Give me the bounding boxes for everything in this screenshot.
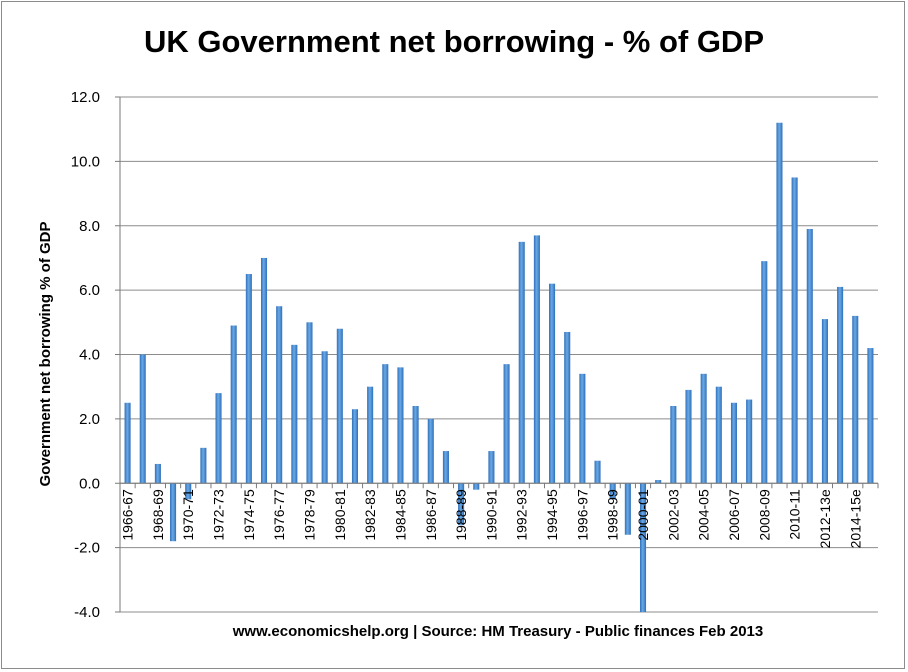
bar-1977-78 [291, 344, 298, 484]
bar-1983-84 [382, 364, 389, 484]
y-tick-label: 6.0 [79, 282, 100, 299]
bar-1968-69 [154, 463, 161, 484]
bar-2000-01 [639, 483, 647, 612]
bar-1976-77 [276, 306, 283, 484]
bar-1993-94 [533, 235, 540, 484]
x-tick-label: 1990-91 [483, 489, 499, 541]
x-tick-label: 2012-13e [817, 489, 833, 548]
bar-1997-98 [594, 460, 601, 484]
y-tick-label: -4.0 [74, 604, 100, 621]
x-tick-label: 2004-05 [696, 489, 712, 541]
bar-1986-87 [427, 418, 434, 484]
x-tick-label: 2008-09 [756, 489, 772, 541]
x-tick-label: 1974-75 [241, 489, 257, 541]
y-tick-label: -2.0 [74, 540, 100, 557]
bar-1978-79 [306, 322, 313, 484]
bar-2014-15e [852, 315, 859, 484]
x-tick-label: 1976-77 [271, 489, 287, 541]
bar-1998-99 [609, 483, 616, 500]
bar-2007-08 [746, 399, 753, 484]
bar-1985-86 [412, 406, 419, 484]
x-tick-label: 1994-95 [544, 489, 560, 541]
y-tick-label: 12.0 [71, 89, 100, 106]
bar-2001-02 [655, 480, 662, 484]
x-tick-label: 1978-79 [302, 489, 318, 541]
bar-1989-90 [473, 483, 480, 490]
bar-1970-71 [185, 483, 192, 500]
x-tick-label: 1970-71 [180, 489, 196, 541]
y-tick-label: 4.0 [79, 347, 100, 364]
bar-1996-97 [579, 373, 586, 484]
bar-1973-74 [230, 325, 237, 484]
bar-2006-07 [730, 402, 738, 484]
bar-2009-10 [776, 122, 783, 484]
x-tick-label: 1968-69 [150, 489, 166, 541]
x-tick-label: 1996-97 [574, 489, 590, 541]
bar-1980-81 [336, 328, 343, 484]
bar-1987-88 [442, 451, 449, 484]
x-tick-label: 1992-93 [514, 489, 530, 541]
x-tick-label: 2000-01 [635, 489, 651, 541]
y-tick-label: 2.0 [79, 411, 100, 428]
bar-1995-96 [564, 331, 571, 484]
bar-2012-13e [821, 319, 828, 484]
bar-1971-72 [200, 447, 207, 484]
x-tick-label: 1980-81 [332, 489, 348, 541]
x-tick-labels: 1966-67 1968-69 1970-71 1972-73 1974-75 1976-… [120, 489, 864, 548]
x-tick-label: 1986-87 [423, 489, 439, 541]
chart-title: UK Government net borrowing - % of GDP [143, 24, 764, 59]
bar-2002-03 [670, 406, 677, 484]
bar-1999-00 [624, 483, 631, 535]
bar-2008-09 [761, 261, 768, 484]
bar-2015-16e [867, 348, 874, 484]
bar-1975-76 [260, 257, 268, 484]
x-tick-label: 1982-83 [362, 489, 378, 541]
y-tick-label: 10.0 [71, 153, 100, 170]
y-tick-labels: 12.0 10.0 8.0 6.0 4.0 2.0 0.0 -2.0 -4.0 [71, 89, 100, 621]
axes [115, 96, 879, 613]
bar-2011-12 [806, 228, 813, 484]
bar-1988-89 [458, 483, 465, 526]
x-tick-label: 2014-15e [847, 489, 863, 548]
x-tick-label: 1998-99 [605, 489, 621, 541]
x-tick-label: 2006-07 [726, 489, 742, 541]
bar-2004-05 [700, 373, 707, 484]
x-tick-label: 1988-89 [453, 489, 469, 541]
bar-1967-68 [139, 354, 146, 484]
x-tick-label: 2002-03 [665, 489, 681, 541]
bar-1974-75 [245, 274, 252, 484]
source-note: www.economicshelp.org | Source: HM Treas… [232, 623, 764, 640]
bar-1972-73 [215, 393, 222, 484]
x-tick-label: 1972-73 [211, 489, 227, 541]
x-tick-label: 2010-11 [787, 489, 803, 540]
y-tick-label: 8.0 [79, 218, 100, 235]
bar-1969-70 [170, 483, 177, 542]
bar-1981-82 [351, 409, 359, 484]
x-tick-label: 1984-85 [392, 489, 408, 541]
bar-1990-91 [488, 451, 495, 484]
y-tick-label: 0.0 [79, 475, 100, 492]
bar-1966-67 [124, 402, 131, 484]
bar-2003-04 [685, 389, 692, 484]
bar-1992-93 [518, 241, 525, 484]
bar-1991-92 [503, 364, 510, 484]
bar-1994-95 [549, 283, 556, 484]
bar-2013-14e [837, 286, 844, 484]
bar-2005-06 [715, 386, 722, 484]
bars [124, 122, 874, 612]
bar-1982-83 [367, 386, 374, 484]
x-tick-label: 1966-67 [120, 489, 136, 541]
bar-1979-80 [321, 351, 328, 484]
bar-2010-11 [791, 177, 798, 484]
bar-1984-85 [397, 367, 404, 484]
